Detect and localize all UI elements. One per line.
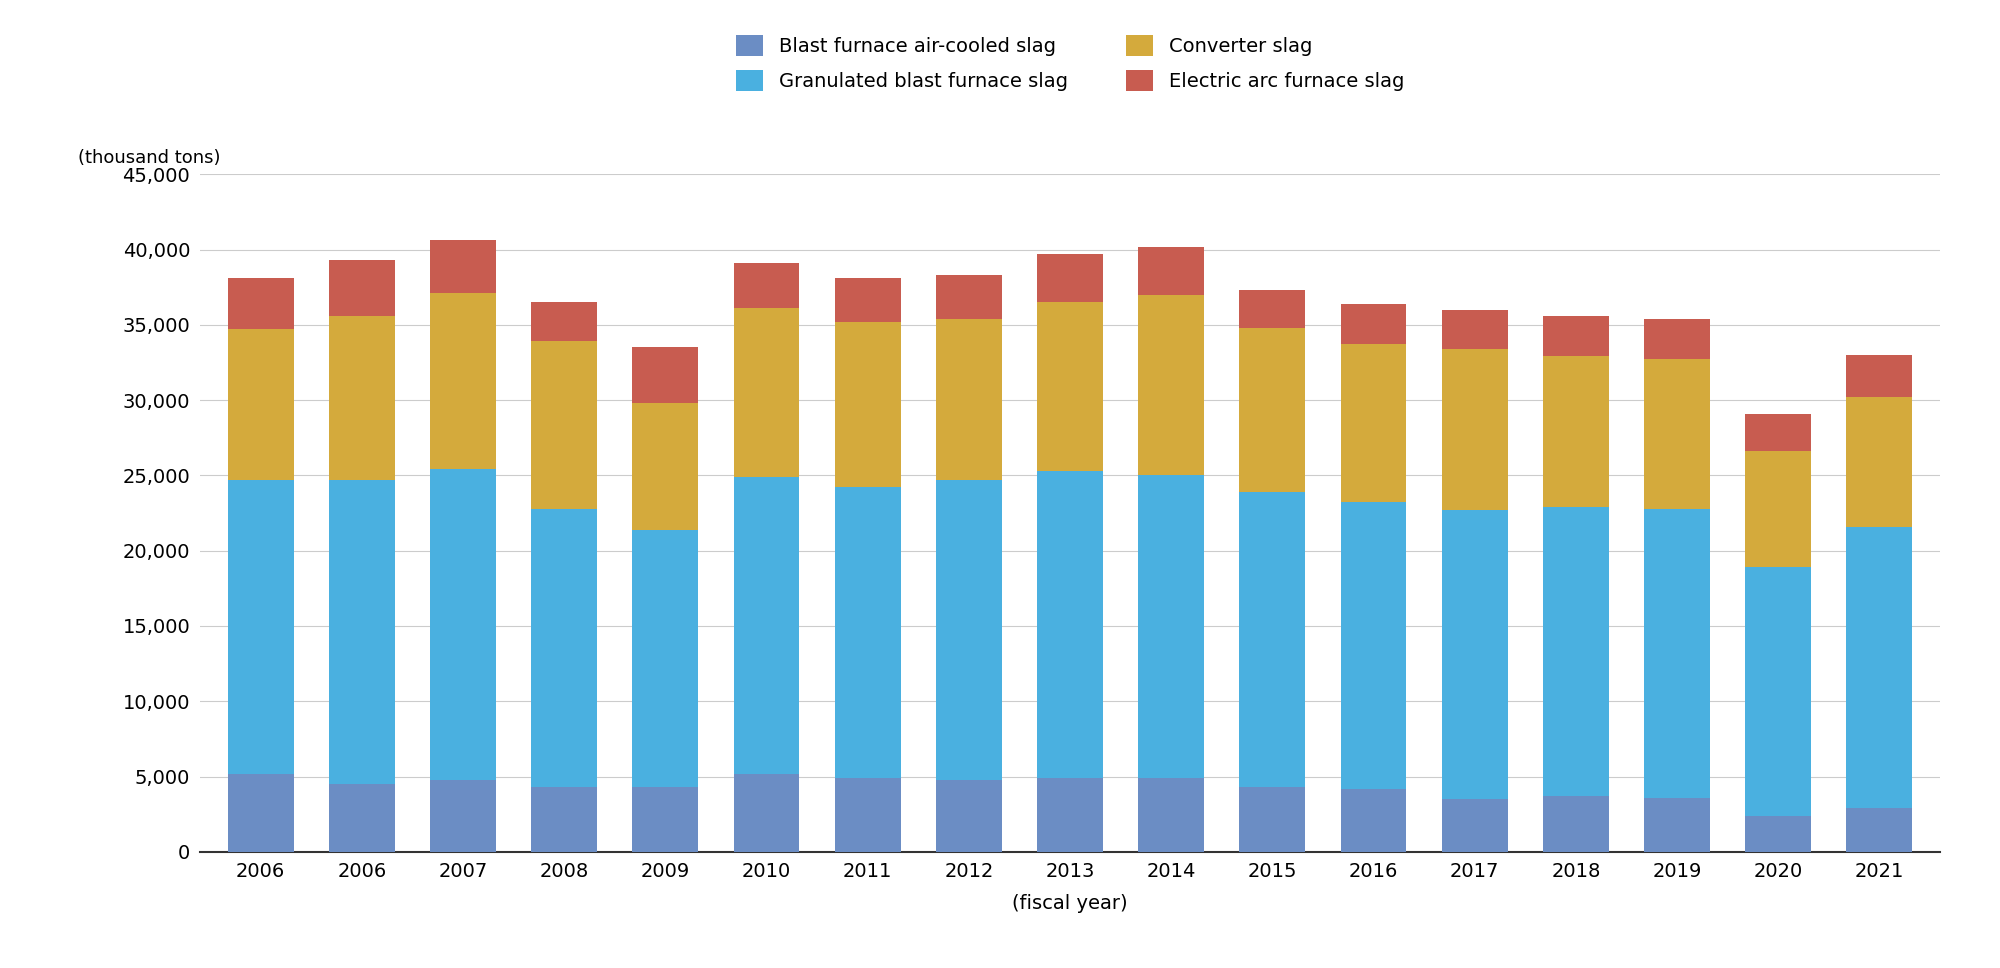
Bar bbox=[1240, 290, 1306, 328]
Bar bbox=[1038, 254, 1102, 302]
Bar bbox=[1340, 789, 1406, 852]
Bar bbox=[430, 779, 496, 852]
Text: (thousand tons): (thousand tons) bbox=[78, 149, 220, 167]
Bar bbox=[1644, 318, 1710, 359]
Bar bbox=[228, 329, 294, 480]
Bar bbox=[430, 469, 496, 779]
Bar bbox=[228, 278, 294, 329]
Bar bbox=[1644, 508, 1710, 798]
Bar bbox=[1340, 304, 1406, 345]
Bar bbox=[532, 302, 598, 342]
X-axis label: (fiscal year): (fiscal year) bbox=[1012, 894, 1128, 914]
Bar bbox=[1542, 507, 1608, 796]
Bar bbox=[1340, 502, 1406, 789]
Bar bbox=[1038, 470, 1102, 778]
Bar bbox=[936, 275, 1002, 318]
Bar bbox=[1240, 787, 1306, 852]
Bar bbox=[328, 316, 394, 480]
Bar bbox=[1846, 808, 1912, 852]
Legend: Blast furnace air-cooled slag, Granulated blast furnace slag, Converter slag, El: Blast furnace air-cooled slag, Granulate… bbox=[736, 35, 1404, 91]
Bar bbox=[1038, 302, 1102, 470]
Bar bbox=[1846, 355, 1912, 397]
Bar bbox=[328, 784, 394, 852]
Bar bbox=[834, 321, 900, 488]
Bar bbox=[532, 787, 598, 852]
Bar bbox=[328, 480, 394, 784]
Bar bbox=[1746, 816, 1812, 852]
Bar bbox=[632, 787, 698, 852]
Bar bbox=[734, 263, 800, 308]
Bar bbox=[834, 778, 900, 852]
Bar bbox=[430, 293, 496, 469]
Bar bbox=[936, 480, 1002, 779]
Bar bbox=[1746, 567, 1812, 816]
Bar bbox=[936, 318, 1002, 480]
Bar bbox=[1644, 359, 1710, 508]
Bar bbox=[734, 477, 800, 773]
Bar bbox=[936, 779, 1002, 852]
Bar bbox=[1644, 798, 1710, 852]
Bar bbox=[632, 529, 698, 787]
Bar bbox=[228, 480, 294, 773]
Bar bbox=[328, 260, 394, 316]
Bar bbox=[1542, 316, 1608, 356]
Bar bbox=[1442, 348, 1508, 510]
Bar bbox=[834, 488, 900, 778]
Bar bbox=[734, 308, 800, 477]
Bar bbox=[1240, 492, 1306, 787]
Bar bbox=[1746, 451, 1812, 567]
Bar bbox=[1138, 247, 1204, 294]
Bar bbox=[632, 348, 698, 403]
Bar bbox=[1746, 413, 1812, 451]
Bar bbox=[1442, 510, 1508, 800]
Bar bbox=[1340, 345, 1406, 502]
Bar bbox=[532, 342, 598, 508]
Bar bbox=[1846, 397, 1912, 527]
Bar bbox=[734, 773, 800, 852]
Bar bbox=[632, 403, 698, 529]
Bar bbox=[532, 508, 598, 787]
Bar bbox=[834, 278, 900, 321]
Bar bbox=[1240, 328, 1306, 492]
Bar bbox=[1542, 356, 1608, 507]
Bar bbox=[1846, 527, 1912, 808]
Bar bbox=[228, 773, 294, 852]
Bar bbox=[430, 240, 496, 293]
Bar bbox=[1542, 796, 1608, 852]
Bar bbox=[1038, 778, 1102, 852]
Bar bbox=[1138, 778, 1204, 852]
Bar bbox=[1138, 294, 1204, 475]
Bar bbox=[1442, 800, 1508, 852]
Bar bbox=[1138, 475, 1204, 778]
Bar bbox=[1442, 310, 1508, 348]
